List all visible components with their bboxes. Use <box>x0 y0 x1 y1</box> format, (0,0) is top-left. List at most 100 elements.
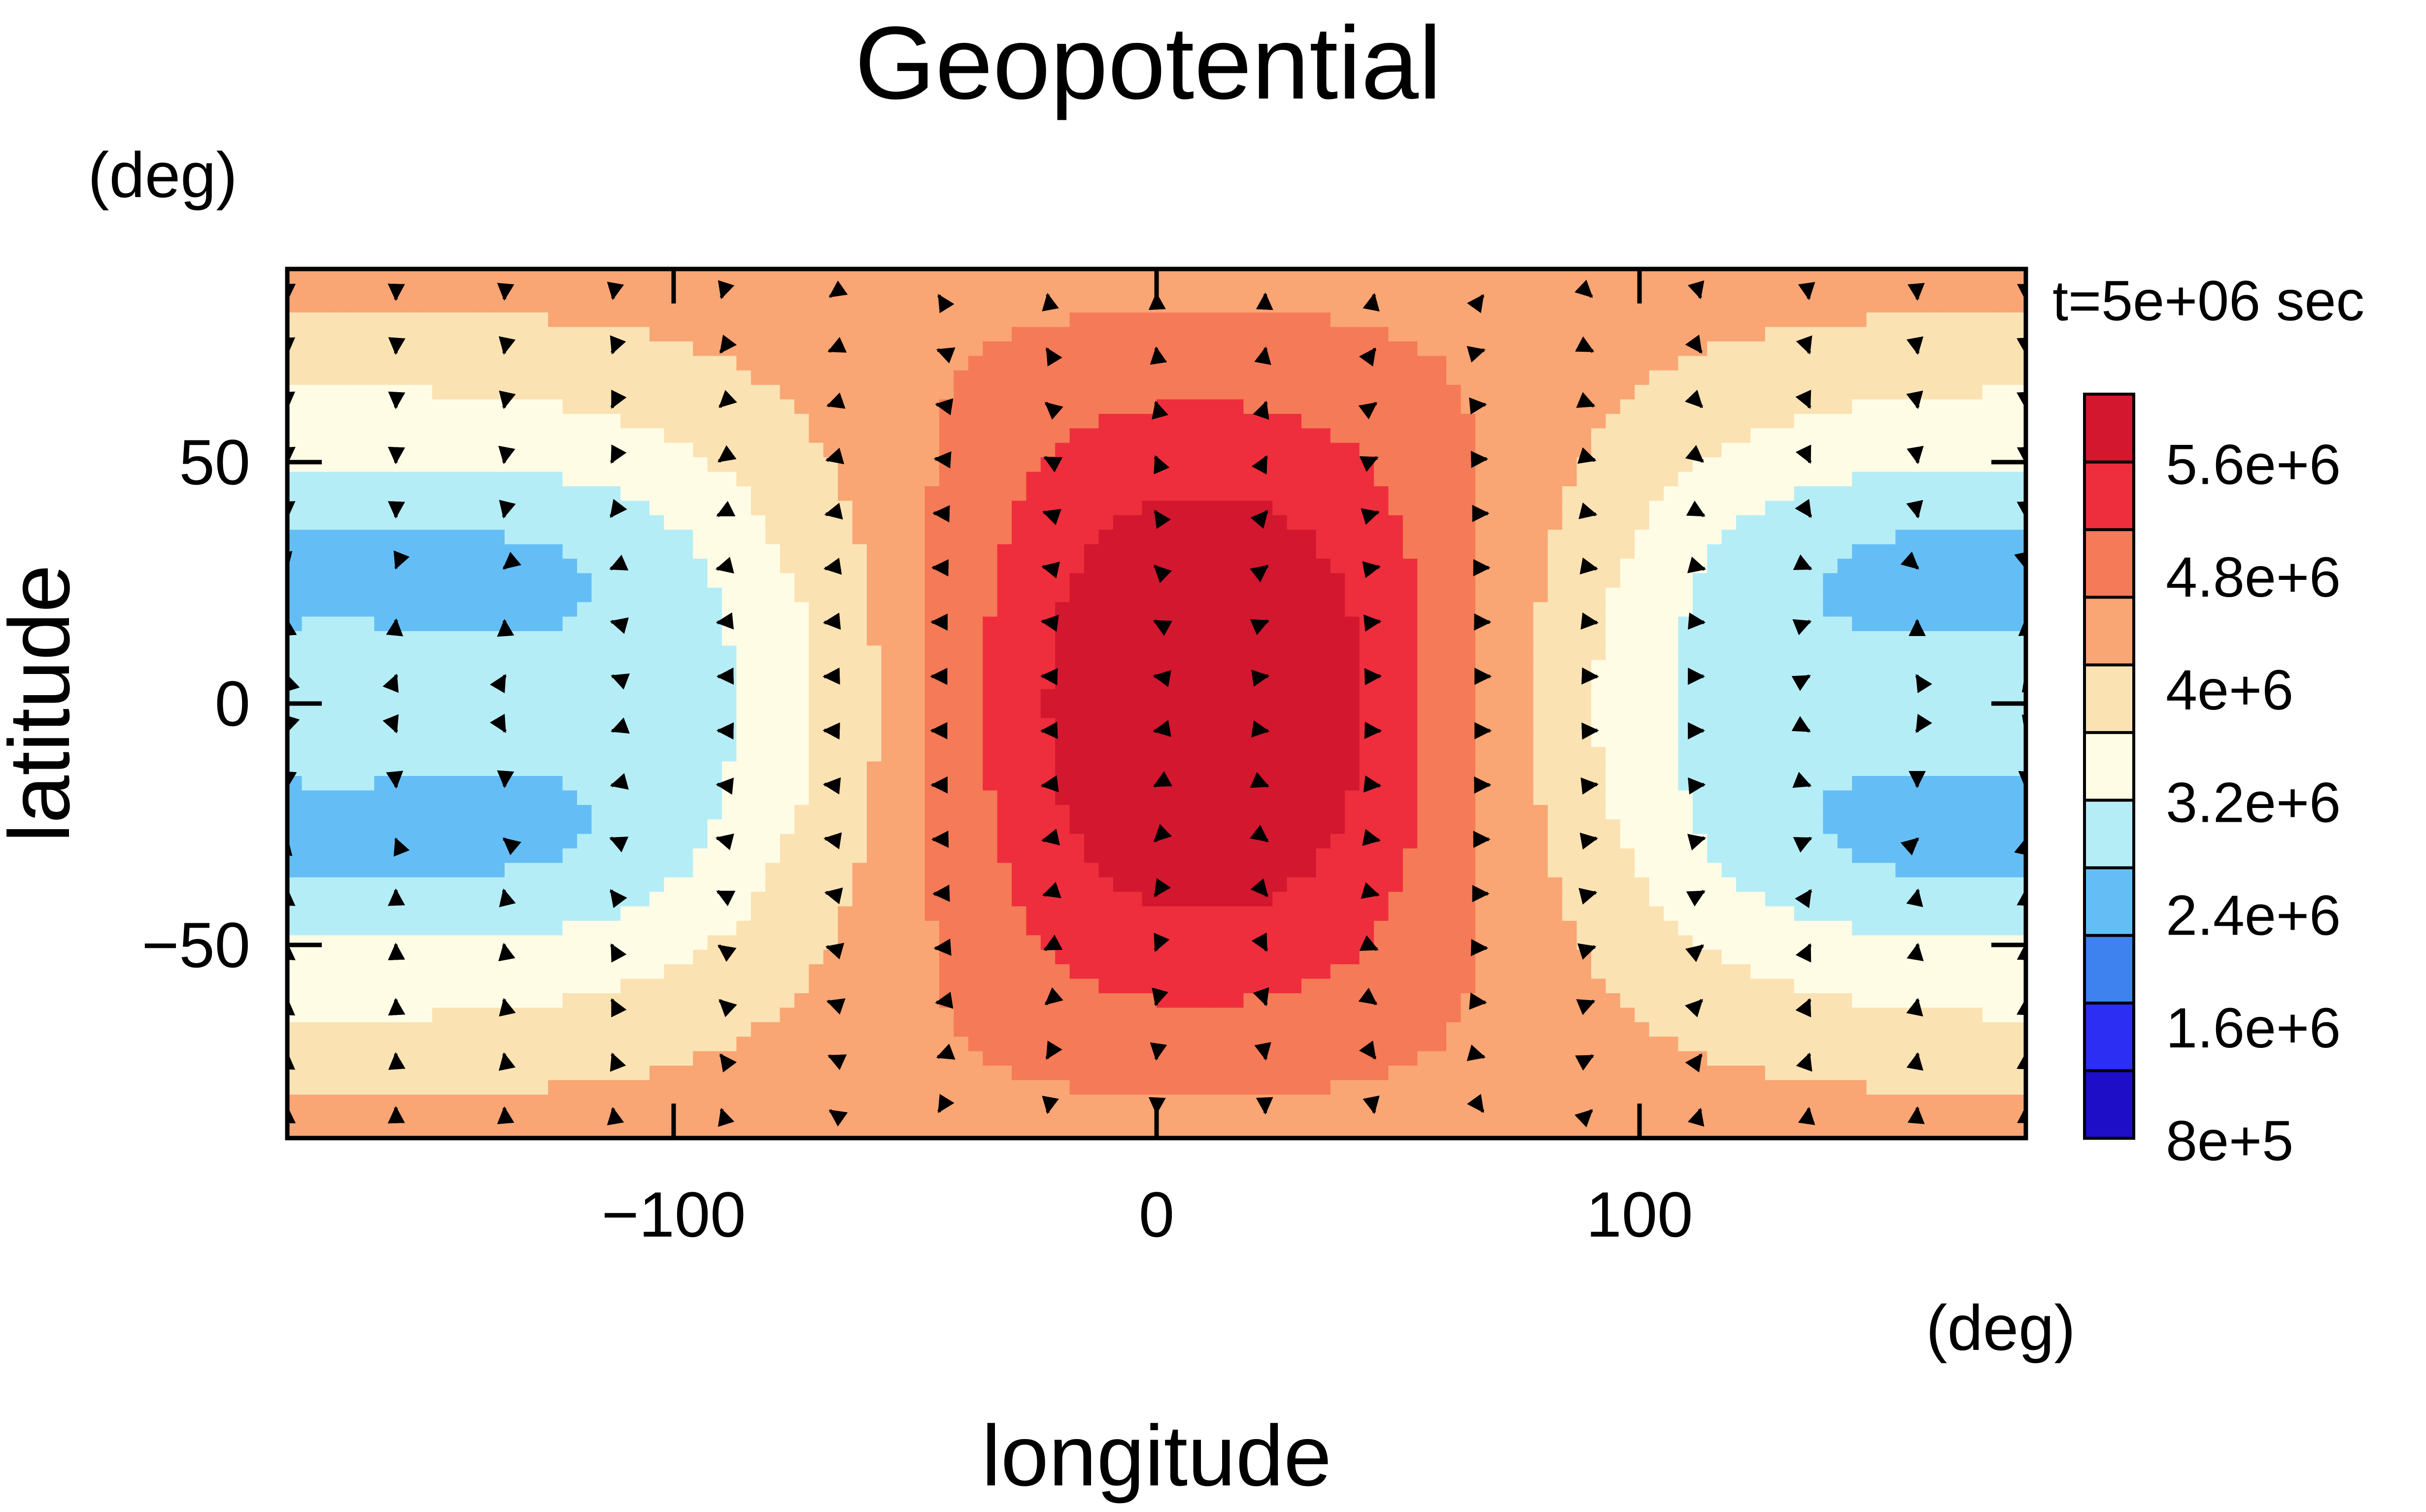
contour-cell <box>1446 414 1462 429</box>
contour-cell <box>1533 761 1548 776</box>
contour-cell <box>1939 776 1954 791</box>
contour-cell <box>1258 660 1273 675</box>
contour-cell <box>1939 501 1954 516</box>
contour-cell <box>1576 587 1592 603</box>
contour-cell <box>316 559 331 574</box>
contour-cell <box>562 834 578 849</box>
contour-cell <box>1837 587 1852 603</box>
contour-cell <box>316 660 331 675</box>
contour-cell <box>548 327 563 342</box>
contour-cell <box>1461 573 1476 588</box>
contour-cell <box>1243 602 1259 617</box>
contour-cell <box>1012 645 1027 661</box>
contour-cell <box>1272 283 1288 299</box>
contour-cell <box>736 747 752 762</box>
contour-cell <box>780 848 795 864</box>
contour-cell <box>983 732 998 747</box>
contour-cell <box>1736 674 1751 690</box>
contour-cell <box>1359 428 1374 443</box>
contour-cell <box>1750 573 1766 588</box>
contour-cell <box>895 834 911 849</box>
contour-cell <box>1258 732 1273 747</box>
contour-cell <box>1895 559 1911 574</box>
contour-cell <box>1345 370 1360 385</box>
contour-cell <box>1852 805 1867 820</box>
contour-cell <box>1823 385 1838 400</box>
contour-cell <box>1678 602 1693 617</box>
contour-cell <box>287 312 303 328</box>
contour-cell <box>1490 819 1505 835</box>
contour-cell <box>1866 805 1881 820</box>
contour-cell <box>1721 385 1737 400</box>
contour-cell <box>1301 370 1317 385</box>
contour-cell <box>345 863 360 878</box>
contour-cell <box>1258 356 1273 371</box>
contour-cell <box>1417 559 1433 574</box>
contour-cell <box>476 819 491 835</box>
contour-cell <box>1128 385 1143 400</box>
contour-cell <box>345 776 360 791</box>
contour-cell <box>1446 776 1462 791</box>
contour-cell <box>1519 776 1534 791</box>
contour-cell <box>1098 544 1114 559</box>
contour-cell <box>533 805 548 820</box>
contour-cell <box>722 442 737 458</box>
contour-cell <box>1953 732 1969 747</box>
contour-cell <box>707 442 722 458</box>
contour-cell <box>678 674 693 690</box>
contour-cell <box>809 341 824 357</box>
contour-cell <box>1026 269 1041 284</box>
contour-cell <box>1576 544 1592 559</box>
contour-cell <box>780 718 795 733</box>
contour-cell <box>1997 530 2012 545</box>
contour-cell <box>736 312 752 328</box>
contour-cell <box>1402 587 1418 603</box>
contour-cell <box>1997 674 2012 690</box>
contour-cell <box>287 834 303 849</box>
contour-cell <box>591 457 607 472</box>
contour-cell <box>331 515 346 530</box>
contour-cell <box>577 776 592 791</box>
contour-cell <box>287 776 303 791</box>
contour-cell <box>1258 587 1273 603</box>
contour-cell <box>1678 399 1693 414</box>
contour-cell <box>722 805 737 820</box>
contour-cell <box>1012 660 1027 675</box>
contour-cell <box>635 327 650 342</box>
contour-cell <box>1388 559 1403 574</box>
contour-cell <box>1533 805 1548 820</box>
contour-cell <box>1809 442 1824 458</box>
contour-cell <box>403 645 418 661</box>
contour-cell <box>1402 283 1418 299</box>
contour-cell <box>505 544 520 559</box>
contour-cell <box>1185 790 1200 806</box>
contour-cell <box>1779 312 1795 328</box>
contour-cell <box>1490 718 1505 733</box>
contour-cell <box>838 399 853 414</box>
contour-cell <box>1576 602 1592 617</box>
contour-cell <box>1953 385 1969 400</box>
contour-cell <box>1562 805 1577 820</box>
contour-cell <box>1794 471 1809 487</box>
contour-cell <box>345 327 360 342</box>
contour-cell <box>1606 819 1621 835</box>
contour-cell <box>809 587 824 603</box>
contour-cell <box>1591 269 1606 284</box>
contour-cell <box>1997 704 2012 719</box>
contour-cell <box>1012 312 1027 328</box>
contour-cell <box>794 631 810 646</box>
contour-cell <box>895 790 911 806</box>
contour-cell <box>954 863 969 878</box>
contour-cell <box>591 414 607 429</box>
contour-cell <box>1374 283 1389 299</box>
contour-cell <box>417 283 433 299</box>
contour-cell <box>490 834 505 849</box>
contour-cell <box>722 356 737 371</box>
contour-cell <box>1968 805 1983 820</box>
contour-cell <box>968 674 983 690</box>
contour-cell <box>1243 269 1259 284</box>
contour-cell <box>649 645 665 661</box>
contour-cell <box>924 544 940 559</box>
contour-cell <box>751 341 766 357</box>
contour-cell <box>490 559 505 574</box>
